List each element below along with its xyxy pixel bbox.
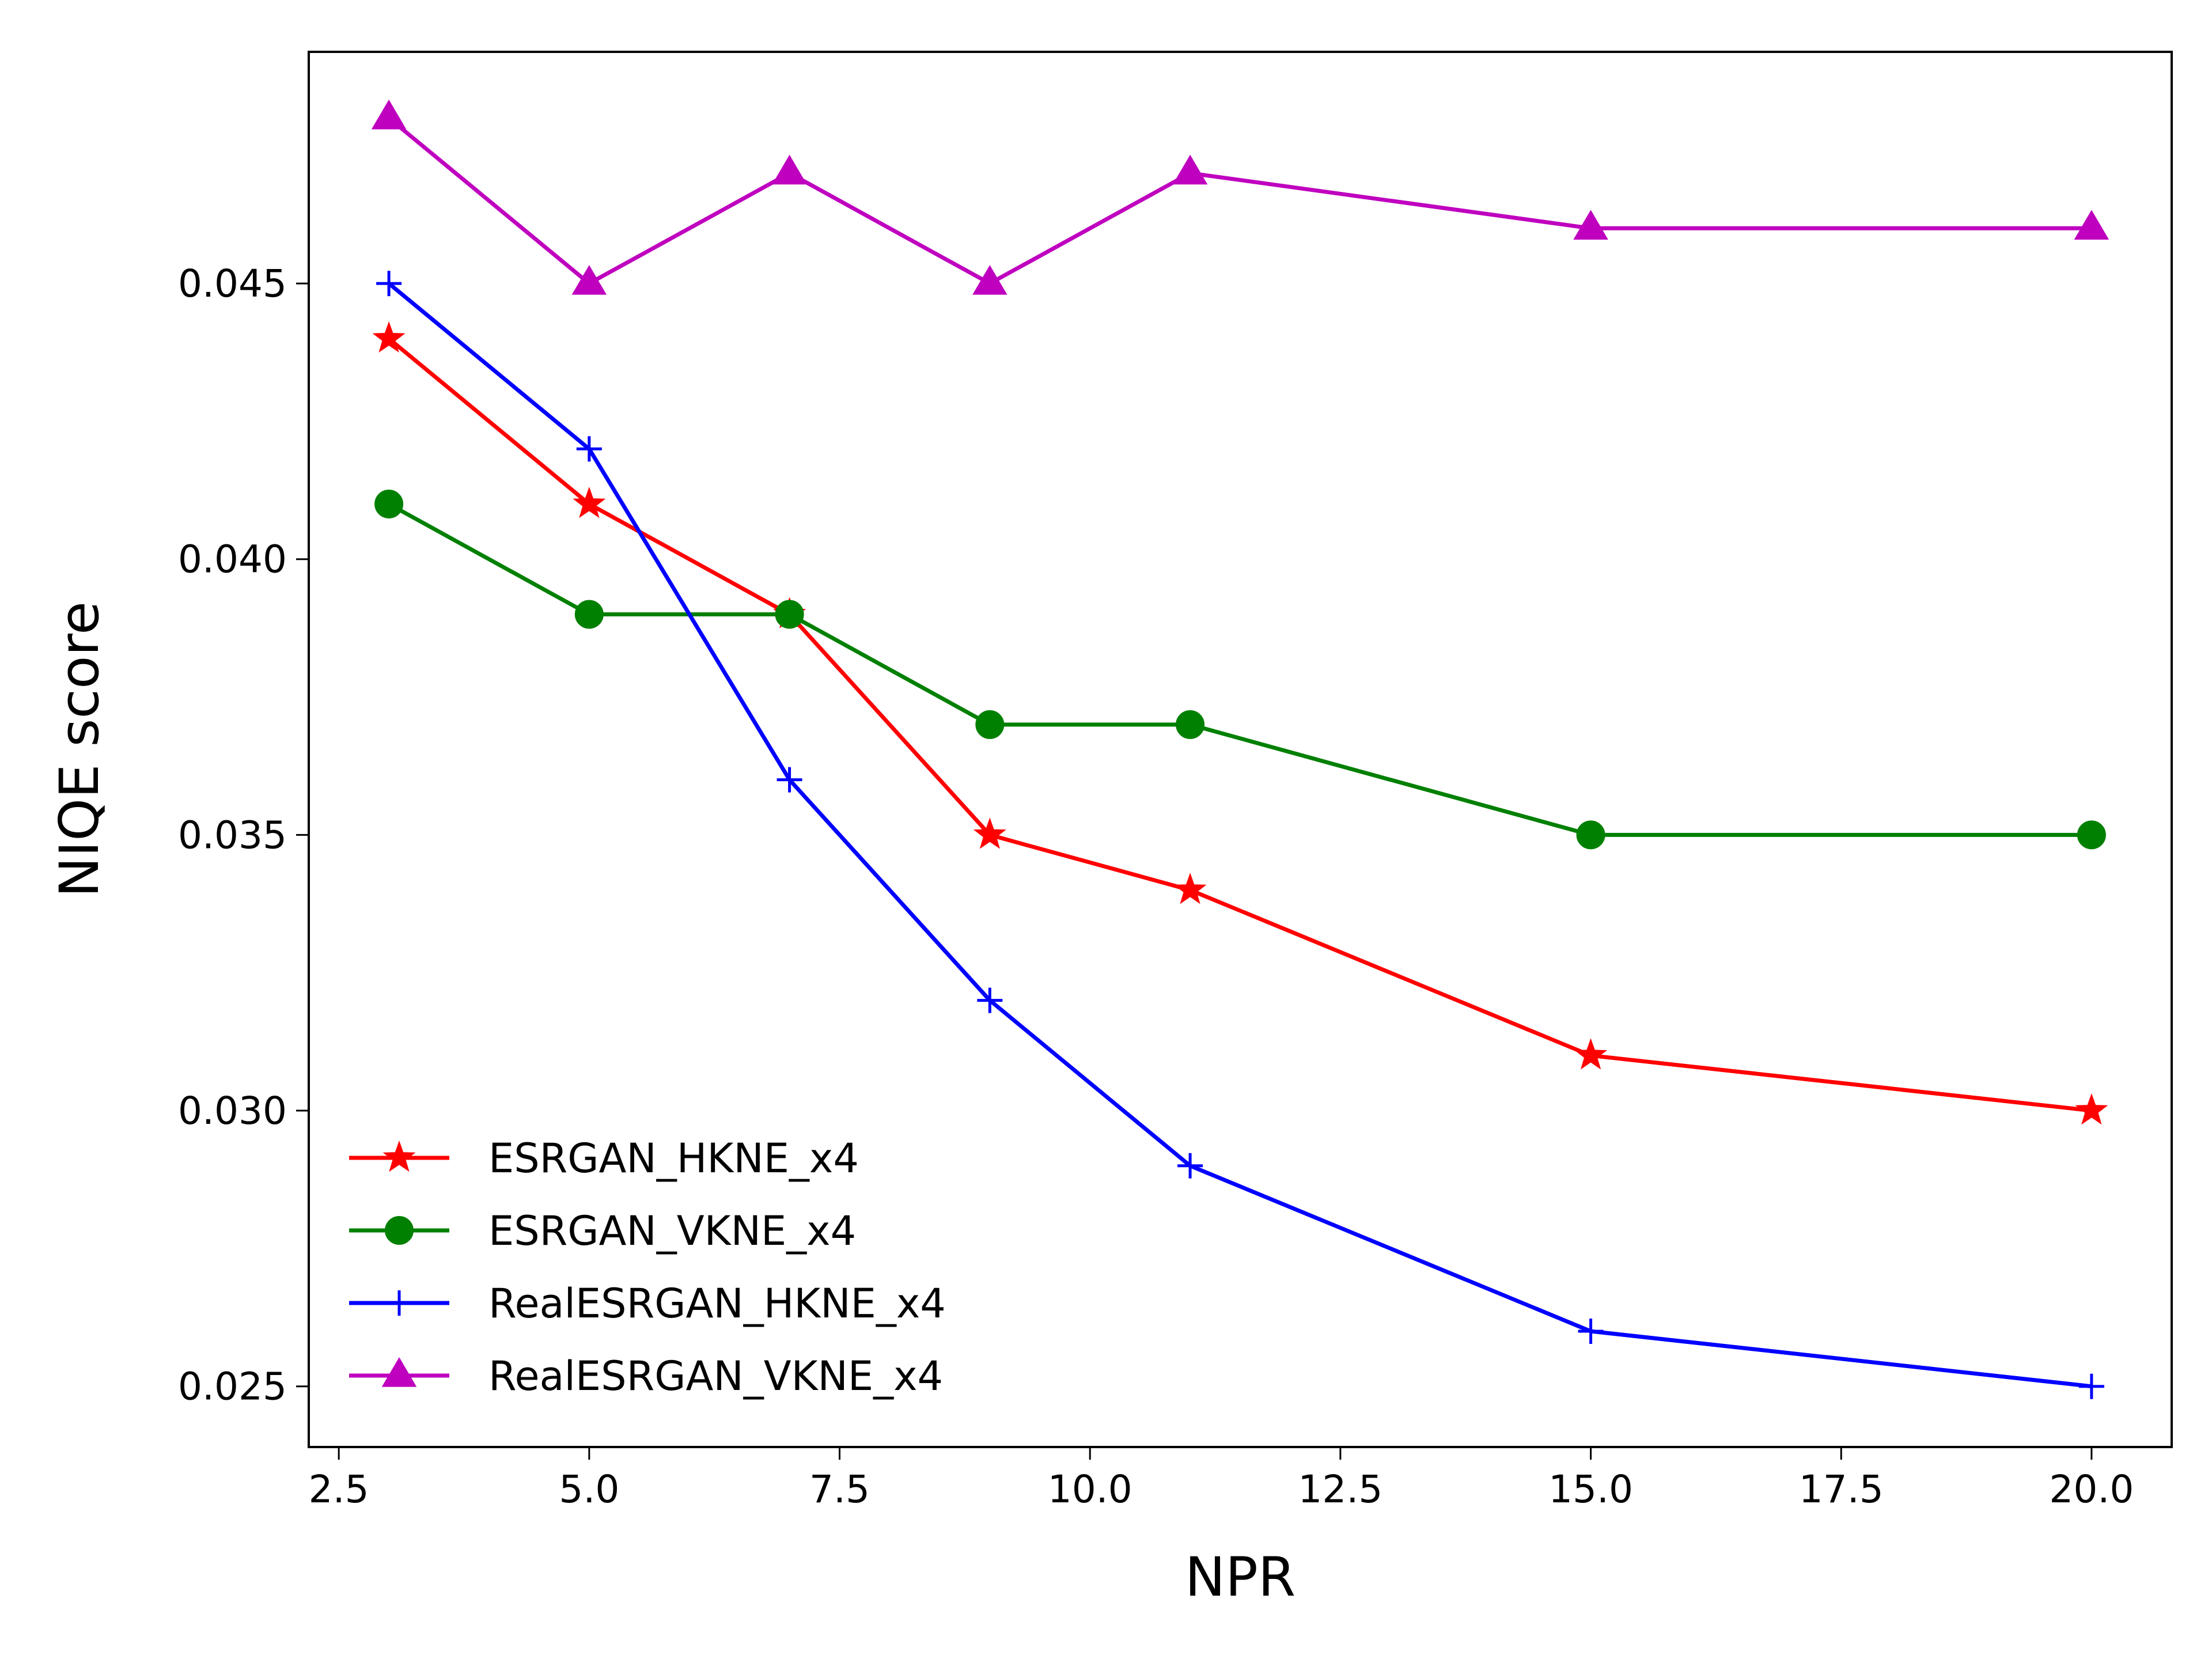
x-tick-label: 20.0 [2049,1467,2134,1512]
y-tick-label: 0.025 [178,1365,287,1409]
circle-marker [1576,820,1605,850]
triangle-marker [1172,154,1208,185]
y-tick-label: 0.040 [178,537,287,582]
plot-area-frame [308,51,2173,1448]
series-line [387,337,2092,1113]
y-axis-label: NIQE score [48,601,111,897]
star-marker [1173,873,1207,904]
legend-item: ESRGAN_VKNE_x4 [349,1207,856,1255]
series-ESRGAN_HKNE_x4 [372,321,2108,1125]
legend-triangle-marker [381,1357,417,1387]
plus-marker [376,271,402,297]
y-tick-label: 0.035 [178,813,287,857]
x-tick-label: 7.5 [809,1467,870,1512]
series-line [387,116,2092,286]
legend-label: ESRGAN_VKNE_x4 [488,1207,856,1255]
star-marker [1574,1038,1608,1070]
circle-marker [1176,710,1205,739]
x-tick-label: 5.0 [559,1467,619,1512]
legend-circle-marker [385,1216,414,1245]
circle-marker [2077,820,2106,850]
x-tick-label: 12.5 [1298,1467,1382,1512]
x-axis-label: NPR [1185,1546,1296,1609]
x-tick-label: 15.0 [1548,1467,1633,1512]
plus-marker [576,436,602,462]
triangle-marker [571,265,607,295]
triangle-marker [1573,210,1608,240]
star-marker [372,321,406,353]
plus-marker [977,987,1003,1013]
x-tick-label: 17.5 [1799,1467,1884,1512]
star-marker [2075,1093,2108,1125]
triangle-marker [772,154,807,185]
legend-item: RealESRGAN_HKNE_x4 [349,1280,946,1327]
x-axis: 2.5 5.0 7.5 10.0 12.5 15.0 17.5 20.0 [309,1447,2134,1512]
circle-marker [574,600,604,629]
series-RealESRGAN_HKNE_x4 [376,271,2104,1399]
x-tick-label: 2.5 [309,1467,369,1512]
triangle-marker [2074,210,2109,240]
legend-item: ESRGAN_HKNE_x4 [349,1135,859,1182]
legend-star-marker [382,1141,416,1172]
series-line [388,502,2092,837]
legend: ESRGAN_HKNE_x4 ESRGAN_VKNE_x4 RealESRGAN_H… [349,1135,946,1400]
triangle-marker [972,265,1007,295]
legend-item: RealESRGAN_VKNE_x4 [349,1353,943,1400]
series-ESRGAN_VKNE_x4 [374,489,2106,850]
x-tick-label: 10.0 [1048,1467,1132,1512]
plus-marker [777,767,802,793]
plus-marker [2078,1373,2104,1399]
legend-plus-marker [387,1290,412,1316]
plus-marker [1177,1153,1203,1179]
y-axis: 0.025 0.030 0.035 0.040 0.045 [178,262,309,1409]
star-marker [573,487,606,518]
y-tick-label: 0.045 [178,262,287,306]
circle-marker [374,489,404,518]
circle-marker [775,600,804,629]
legend-label: RealESRGAN_VKNE_x4 [488,1353,943,1400]
triangle-marker [371,99,407,130]
series-RealESRGAN_VKNE_x4 [371,99,2109,295]
legend-label: RealESRGAN_HKNE_x4 [488,1280,946,1327]
plus-marker [1578,1318,1604,1344]
star-marker [973,817,1006,849]
plot-layer [371,99,2109,1399]
circle-marker [975,710,1005,739]
legend-label: ESRGAN_HKNE_x4 [488,1135,859,1182]
y-tick-label: 0.030 [178,1089,287,1133]
